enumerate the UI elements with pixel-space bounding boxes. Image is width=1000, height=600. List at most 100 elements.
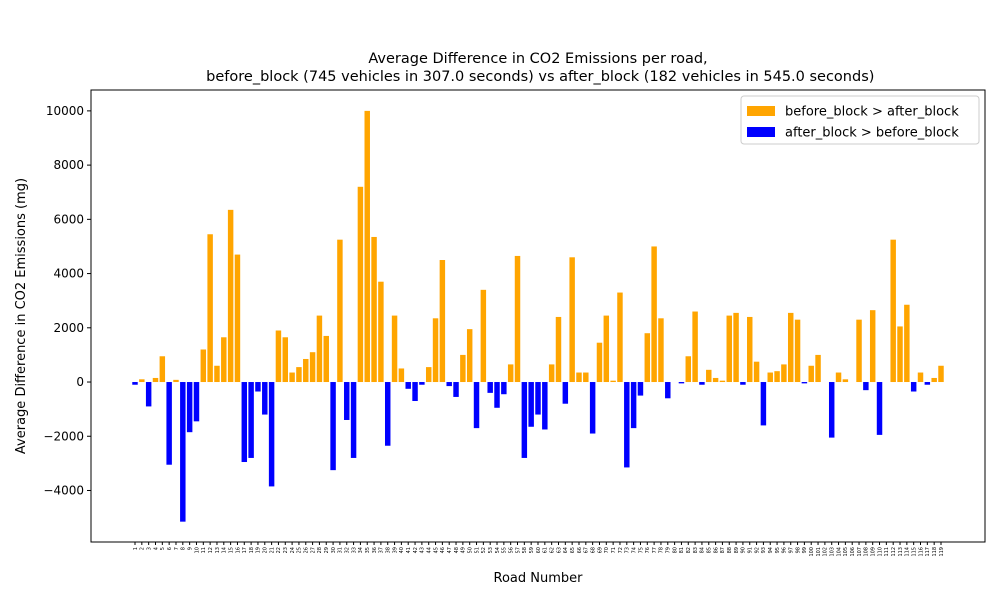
bar <box>767 372 773 383</box>
x-tick-label: 58 <box>522 547 528 553</box>
legend-swatch <box>747 127 775 137</box>
bar <box>309 352 316 383</box>
bar <box>344 382 350 420</box>
bar <box>931 377 937 383</box>
x-tick-label: 47 <box>447 547 453 553</box>
x-tick-label: 86 <box>713 547 719 553</box>
x-tick-label: 12 <box>208 547 214 553</box>
bar <box>214 365 220 383</box>
bar <box>384 382 391 446</box>
bar <box>555 316 562 383</box>
bar <box>371 236 377 383</box>
bar <box>910 382 917 392</box>
bar <box>842 379 849 383</box>
bar <box>569 257 575 383</box>
bar <box>296 367 302 383</box>
x-tick-label: 111 <box>884 547 890 557</box>
bar <box>316 315 323 383</box>
x-tick-label: 19 <box>256 547 262 553</box>
x-tick-label: 118 <box>932 547 938 557</box>
bar <box>241 382 248 463</box>
x-tick-label: 51 <box>474 547 480 553</box>
legend-label: before_block > after_block <box>785 105 959 120</box>
bar <box>692 311 698 383</box>
x-tick-label: 45 <box>433 547 439 553</box>
x-tick-label: 49 <box>461 547 467 553</box>
x-tick-label: 25 <box>297 547 303 553</box>
y-tick-label: 6000 <box>53 212 84 226</box>
bar <box>303 358 309 383</box>
chart-subtitle: before_block (745 vehicles in 307.0 seco… <box>202 69 875 85</box>
x-tick-label: 27 <box>310 547 316 553</box>
bar <box>514 255 521 383</box>
bar <box>193 382 200 422</box>
x-tick-label: 117 <box>925 547 931 557</box>
x-tick-label: 42 <box>413 547 419 553</box>
x-tick-label: 90 <box>741 547 747 553</box>
legend: before_block > after_block after_block > … <box>740 95 980 145</box>
x-tick-label: 6 <box>167 547 173 550</box>
x-tick-label: 76 <box>645 547 651 553</box>
bar <box>787 312 794 383</box>
x-tick-label: 48 <box>454 547 460 553</box>
bar <box>617 292 623 383</box>
bar <box>501 382 507 395</box>
x-tick-label: 94 <box>768 547 774 553</box>
x-tick-label: 36 <box>372 547 378 553</box>
bar <box>466 329 473 383</box>
x-axis-label: Road Number <box>494 571 584 586</box>
bar <box>425 367 432 383</box>
bar <box>180 382 186 522</box>
bar <box>173 379 179 383</box>
x-tick-label: 92 <box>754 547 760 553</box>
bar <box>699 382 705 385</box>
x-tick-label: 84 <box>700 547 706 553</box>
x-tick-label: 3 <box>146 547 152 550</box>
x-tick-label: 87 <box>720 547 726 553</box>
bar <box>938 365 944 383</box>
bar <box>774 371 780 383</box>
legend-swatch <box>747 106 775 116</box>
x-tick-label: 39 <box>392 547 398 553</box>
x-tick-label: 34 <box>358 547 364 553</box>
bar <box>706 369 712 383</box>
bar <box>378 281 384 383</box>
x-tick-label: 98 <box>795 547 801 553</box>
x-tick-label: 103 <box>830 547 836 557</box>
bar <box>268 382 275 487</box>
x-tick-label: 67 <box>584 547 590 553</box>
x-tick-label: 89 <box>734 547 740 553</box>
bar <box>446 382 452 387</box>
x-tick-label: 50 <box>467 547 473 553</box>
x-tick-label: 116 <box>918 547 924 557</box>
bar <box>159 356 166 383</box>
x-tick-label: 74 <box>631 547 637 553</box>
bar <box>432 318 439 383</box>
bar <box>781 364 787 383</box>
bar <box>528 382 534 427</box>
x-tick-label: 31 <box>338 547 344 553</box>
x-tick-label: 1 <box>133 547 139 550</box>
bar <box>248 382 254 458</box>
x-tick-label: 30 <box>331 547 337 553</box>
x-tick-label: 11 <box>201 547 207 553</box>
bar <box>207 234 213 383</box>
x-tick-label: 35 <box>365 547 371 553</box>
bar <box>630 382 637 429</box>
x-tick-label: 56 <box>508 547 514 553</box>
bar <box>364 110 370 383</box>
x-tick-label: 100 <box>809 547 815 557</box>
bar <box>808 365 814 383</box>
bar <box>405 382 411 389</box>
chart-title: Average Difference in CO2 Emissions per … <box>368 51 707 67</box>
bar <box>535 382 541 415</box>
bar <box>282 337 289 383</box>
x-tick-label: 10 <box>194 547 200 553</box>
x-tick-label: 28 <box>317 547 323 553</box>
x-tick-label: 9 <box>187 547 193 550</box>
x-tick-label: 119 <box>939 547 945 557</box>
x-tick-label: 64 <box>563 547 569 553</box>
bar <box>869 310 876 383</box>
x-tick-label: 21 <box>269 547 275 553</box>
y-tick-label: 2000 <box>53 321 84 335</box>
